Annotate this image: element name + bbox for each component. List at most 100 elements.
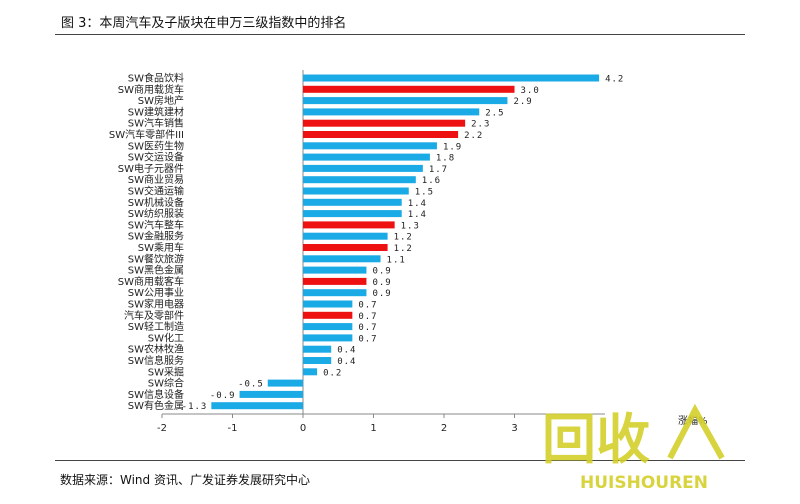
watermark-subtitle: HUISHOUREN: [580, 473, 708, 492]
value-label: 1.3: [401, 221, 420, 231]
bar: [303, 368, 318, 376]
category-label: SW商用载客车: [118, 275, 184, 288]
value-label: 0.7: [358, 301, 377, 311]
value-label: 0.7: [358, 323, 377, 333]
watermark-person-icon: [667, 403, 725, 460]
bar: [303, 142, 437, 150]
bar: [303, 232, 388, 240]
category-label: SW商业贸易: [128, 173, 184, 186]
bar: [303, 277, 367, 285]
category-label: SW汽车零部件III: [109, 128, 184, 141]
category-label: SW汽车销售: [128, 117, 184, 130]
value-label: -0.9: [210, 391, 236, 401]
value-label: 1.7: [429, 165, 448, 175]
value-label: 1.4: [408, 199, 427, 209]
x-tick-label: -2: [157, 423, 167, 434]
category-label: SW医药生物: [128, 139, 184, 152]
category-label: SW家用电器: [128, 298, 184, 311]
category-label: SW综合: [148, 377, 184, 390]
x-tick-label: -1: [228, 423, 238, 434]
category-label: 汽车及零部件: [124, 309, 184, 322]
bar: [303, 221, 395, 229]
category-label: SW化工: [148, 331, 184, 344]
value-label: 1.4: [408, 210, 427, 220]
bar: [303, 289, 367, 297]
category-label: SW有色金属: [128, 399, 184, 412]
category-label: SW农林牧渔: [128, 343, 184, 356]
category-label: SW轻工制造: [128, 320, 184, 333]
category-label: SW电子元器件: [118, 162, 184, 175]
value-label: 0.7: [358, 334, 377, 344]
value-label: 4.2: [605, 75, 624, 85]
bar: [239, 390, 303, 398]
bar: [303, 244, 388, 251]
value-label: 1.8: [436, 154, 455, 164]
x-tick-label: 0: [300, 423, 306, 434]
value-label: 1.2: [394, 244, 413, 254]
value-label: 2.3: [471, 120, 490, 130]
category-label: SW交运设备: [128, 151, 184, 164]
category-label: SW信息服务: [128, 354, 184, 367]
category-label: SW乘用车: [138, 241, 184, 254]
category-label: SW房地产: [138, 94, 184, 107]
figure-title: 图 3：本周汽车及子版块在申万三级指数中的排名: [61, 16, 347, 31]
bar: [303, 108, 480, 116]
figure-title-bar: 图 3：本周汽车及子版块在申万三级指数中的排名: [55, 6, 745, 35]
category-label: SW食品饮料: [128, 72, 184, 85]
bar: [303, 210, 402, 218]
watermark-logo: 回收 HUISHOUREN: [540, 400, 725, 493]
category-label: SW采掘: [148, 365, 184, 378]
bar: [303, 198, 402, 206]
value-label: -1.3: [182, 402, 208, 412]
value-label: 1.9: [443, 142, 462, 152]
value-label: 0.4: [337, 346, 356, 356]
bar: [303, 131, 459, 138]
value-label: 2.2: [464, 131, 483, 141]
watermark-brand: 回收: [542, 408, 650, 471]
category-label: SW金融服务: [128, 230, 184, 243]
bar: [303, 323, 353, 331]
value-label: 1.1: [387, 255, 406, 265]
category-label: SW公用事业: [128, 286, 184, 299]
x-tick-label: 1: [370, 423, 376, 434]
footer-rule: [55, 460, 745, 461]
value-label: 0.4: [337, 357, 356, 367]
value-label: 0.9: [372, 278, 391, 288]
value-label: 0.9: [372, 267, 391, 277]
bar: [267, 379, 303, 387]
bar: [303, 311, 353, 319]
bar: [303, 176, 416, 184]
category-label: SW信息设备: [128, 388, 184, 401]
bar: [303, 266, 367, 274]
bar: [303, 334, 353, 342]
value-label: 0.2: [323, 368, 342, 378]
x-tick-label: 2: [441, 423, 447, 434]
value-label: 1.2: [394, 233, 413, 243]
value-label: 1.6: [422, 176, 441, 186]
bar: [211, 402, 303, 410]
value-label: 2.5: [485, 108, 504, 118]
value-label: 0.7: [358, 312, 377, 322]
bar: [303, 345, 332, 353]
bar: [303, 255, 381, 263]
bar: [303, 357, 332, 364]
category-label: SW机械设备: [128, 196, 184, 209]
value-label: 0.9: [372, 289, 391, 299]
bar: [303, 74, 600, 82]
source-note: 数据来源：Wind 资讯、广发证券发展研究中心: [60, 473, 310, 487]
category-label: SW交通运输: [128, 185, 184, 198]
x-tick-label: 3: [511, 423, 517, 434]
category-label: SW建筑建材: [128, 105, 184, 118]
category-label: SW黑色金属: [128, 264, 184, 277]
value-label: -0.5: [238, 380, 264, 390]
bar: [303, 97, 508, 105]
category-label: SW纺织服装: [128, 207, 184, 220]
bar: [303, 85, 515, 93]
bar: [303, 153, 430, 161]
bar: [303, 164, 423, 172]
category-label: SW汽车整车: [128, 218, 184, 231]
value-label: 3.0: [521, 86, 540, 96]
bar: [303, 300, 353, 308]
